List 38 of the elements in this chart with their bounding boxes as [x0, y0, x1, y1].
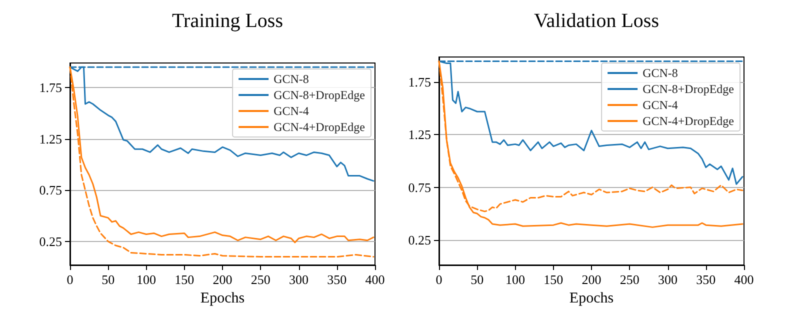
y-tick-label: 1.25: [408, 127, 431, 142]
x-tick-label: 100: [506, 272, 525, 287]
y-tick-label: 1.75: [408, 74, 431, 90]
x-tick-label: 300: [658, 272, 678, 287]
x-tick-label: 350: [327, 272, 347, 287]
legend-label: GCN-4: [642, 98, 678, 112]
y-tick-label: 1.25: [39, 131, 62, 146]
x-tick-label: 250: [250, 272, 270, 287]
x-tick-label: 350: [696, 272, 716, 287]
y-tick-label: 0.75: [39, 182, 62, 198]
x-axis-title: Epochs: [200, 290, 245, 306]
chart-title: Validation Loss: [534, 10, 660, 32]
x-axis-title: Epochs: [569, 290, 614, 306]
x-tick-label: 150: [174, 272, 194, 287]
x-tick-label: 200: [212, 272, 232, 287]
y-tick-label: 1.75: [39, 80, 62, 96]
chart-title: Training Loss: [172, 10, 284, 32]
x-tick-label: 250: [620, 272, 640, 287]
x-tick-label: 150: [544, 272, 564, 287]
legend-label: GCN-4+DropEdge: [642, 114, 734, 128]
legend-label: GCN-8: [642, 66, 678, 80]
legend-label: GCN-8: [274, 72, 309, 86]
y-tick-label: 0.75: [408, 180, 431, 195]
legend-label: GCN-4: [274, 104, 309, 118]
x-tick-label: 400: [734, 272, 754, 287]
x-tick-label: 0: [436, 272, 442, 287]
legend-label: GCN-8+DropEdge: [274, 88, 366, 102]
x-tick-label: 400: [365, 272, 385, 287]
x-tick-label: 300: [289, 272, 308, 287]
x-tick-label: 50: [102, 272, 115, 287]
x-tick-label: 50: [470, 272, 484, 287]
legend-label: GCN-4+DropEdge: [274, 120, 366, 134]
x-tick-label: 200: [582, 272, 602, 287]
x-tick-label: 100: [136, 272, 156, 287]
y-tick-label: 0.25: [39, 234, 62, 249]
x-tick-label: 0: [66, 272, 74, 287]
y-tick-label: 0.25: [408, 232, 431, 248]
legend-label: GCN-8+DropEdge: [642, 82, 734, 96]
